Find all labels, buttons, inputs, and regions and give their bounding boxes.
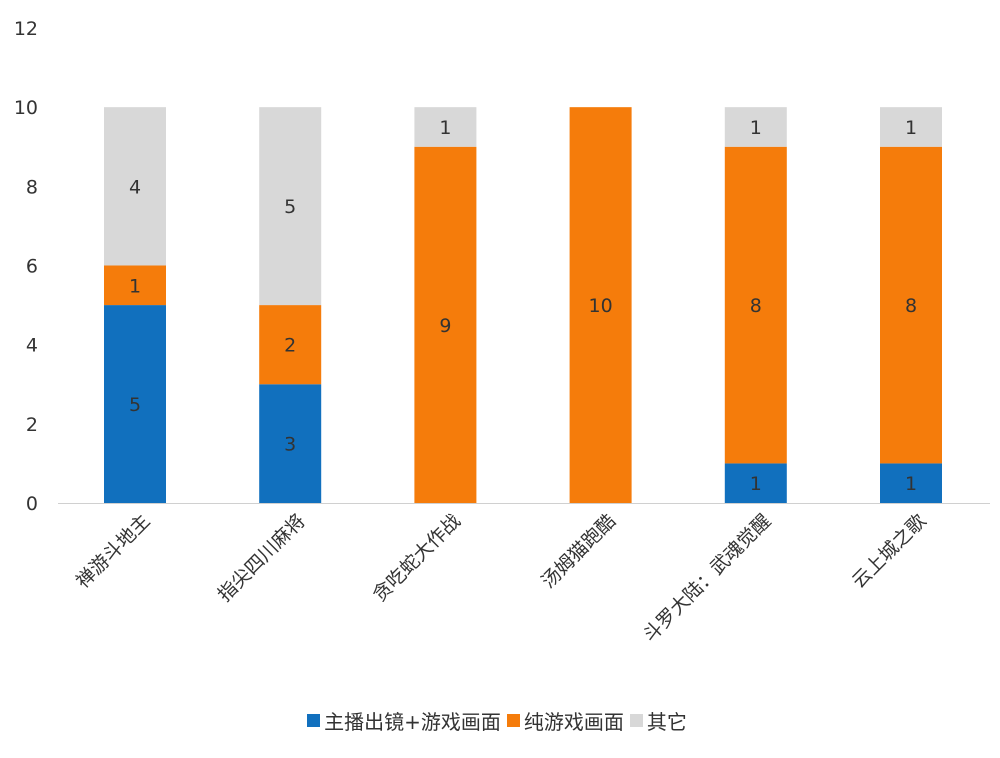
data-label: 2	[284, 335, 296, 357]
data-label: 1	[905, 117, 917, 139]
legend-swatch	[506, 714, 520, 727]
x-tick-label: 斗罗大陆：武魂觉醒	[639, 510, 775, 646]
data-label: 4	[129, 176, 141, 198]
legend-item: 纯游戏画面	[506, 706, 624, 735]
y-tick-label: 8	[26, 176, 38, 198]
data-label: 1	[129, 275, 141, 297]
bar-segment	[880, 463, 942, 503]
data-label: 1	[439, 117, 451, 139]
legend-label: 纯游戏画面	[523, 710, 624, 734]
bar-segment	[414, 146, 477, 503]
bar-segment	[569, 107, 632, 504]
legend-item: 主播出镜+游戏画面	[307, 706, 501, 735]
bar-segment	[880, 146, 942, 464]
bar-segment	[724, 463, 787, 503]
y-tick-label: 12	[14, 18, 38, 40]
y-tick-label: 0	[26, 493, 38, 515]
bar-segment	[880, 107, 942, 147]
y-tick-label: 6	[26, 256, 38, 278]
data-label: 1	[750, 473, 762, 495]
x-tick-label: 禅游斗地主	[72, 510, 155, 593]
bar-segment	[259, 384, 322, 503]
y-tick-label: 10	[14, 97, 38, 119]
bar-segment	[724, 146, 787, 464]
x-tick-label: 贪吃蛇大作战	[369, 510, 465, 606]
bar-segment	[259, 107, 322, 306]
x-tick-label: 云上城之歌	[848, 510, 931, 593]
data-label: 1	[750, 117, 762, 139]
bar-segment	[259, 305, 322, 385]
chart-legend: 主播出镜+游戏画面 纯游戏画面 其它	[0, 706, 1000, 735]
data-label: 10	[589, 295, 613, 317]
bar-segment	[414, 107, 477, 147]
stacked-bar-chart: 0 2 4 6 8 10 12 5 1 4 3 2 5 9 1 10 1 8 1 1 8 1 禅游斗地主 指尖四川麻将 贪吃蛇大…	[14, 18, 990, 646]
bar-segment	[104, 265, 166, 306]
y-tick-label: 2	[26, 414, 38, 436]
data-label: 5	[129, 394, 141, 416]
x-tick-label: 汤姆猫跑酷	[537, 510, 620, 593]
y-tick-label: 4	[26, 335, 38, 357]
legend-swatch	[307, 714, 321, 727]
legend-label: 主播出镜+游戏画面	[324, 710, 501, 734]
data-label: 8	[905, 295, 917, 317]
legend-swatch	[629, 714, 643, 727]
data-label: 5	[284, 196, 296, 218]
bar-segment	[104, 107, 166, 266]
bar-segment	[724, 107, 787, 147]
x-tick-label: 指尖四川麻将	[214, 510, 310, 606]
legend-item: 其它	[629, 706, 687, 735]
data-label: 8	[750, 295, 762, 317]
data-label: 3	[284, 434, 296, 456]
data-label: 1	[905, 473, 917, 495]
data-label: 9	[439, 315, 451, 337]
legend-label: 其它	[646, 710, 687, 734]
bar-segment	[104, 305, 166, 503]
